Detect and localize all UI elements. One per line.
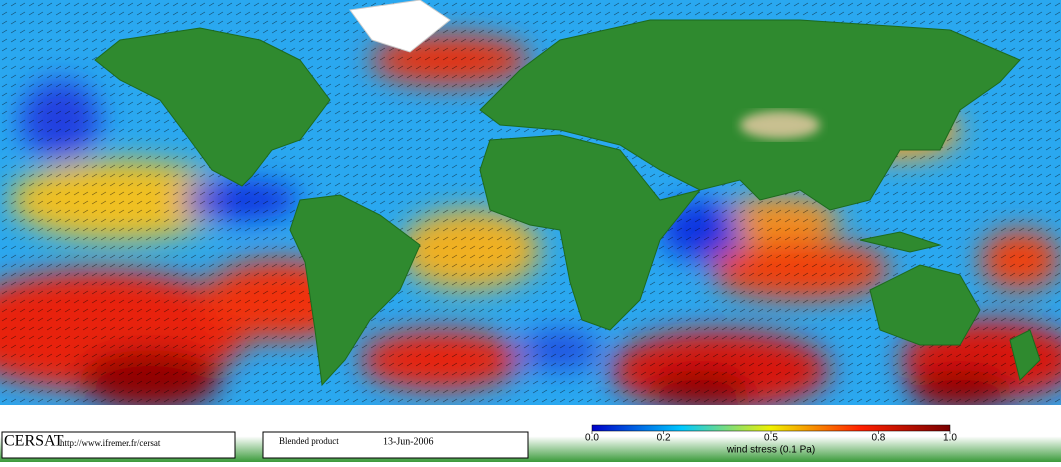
date: 13-Jun-2006	[383, 436, 434, 447]
logo: CERSAT	[4, 433, 64, 450]
product: Blended product	[279, 436, 339, 446]
colorbar: wind stress (0.1 Pa) 0.0 0.2 0.5 0.8 1.0	[585, 424, 957, 456]
url: http://www.ifremer.fr/cersat	[60, 438, 161, 448]
colorbar-tick-label: 0.5	[764, 433, 778, 444]
colorbar-label: wind stress (0.1 Pa)	[726, 445, 815, 456]
colorbar-tick-label: 0.2	[657, 433, 671, 444]
colorbar-tick-label: 0.0	[585, 433, 599, 444]
colorbar-tick-label: 0.8	[871, 433, 885, 444]
logo-box: CERSAT http://www.ifremer.fr/cersat	[1, 431, 236, 459]
product-box: Blended product 13-Jun-2006	[262, 431, 529, 459]
land	[94, 0, 1041, 387]
colorbar-tick-label: 1.0	[943, 433, 957, 444]
